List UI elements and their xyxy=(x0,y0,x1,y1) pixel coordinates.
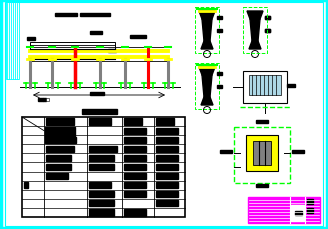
Bar xyxy=(27,38,35,41)
Bar xyxy=(89,191,114,197)
Bar xyxy=(130,36,146,39)
Bar xyxy=(90,32,102,35)
Bar xyxy=(265,17,270,20)
Bar xyxy=(89,210,114,215)
Bar xyxy=(156,128,178,134)
Bar xyxy=(89,164,114,170)
Bar xyxy=(124,155,146,161)
Bar xyxy=(256,184,268,187)
Bar xyxy=(217,30,222,33)
Bar xyxy=(156,146,178,152)
Bar xyxy=(156,182,178,188)
Polygon shape xyxy=(250,20,260,42)
Bar xyxy=(253,141,271,165)
Bar xyxy=(22,117,185,217)
Bar xyxy=(46,164,71,170)
Bar xyxy=(108,50,116,53)
Bar xyxy=(291,205,304,221)
Bar xyxy=(307,208,313,213)
Polygon shape xyxy=(201,98,213,106)
Bar xyxy=(80,14,110,17)
Bar xyxy=(124,128,146,134)
Bar xyxy=(156,118,174,125)
Bar xyxy=(46,98,49,101)
Bar xyxy=(243,72,287,104)
Bar xyxy=(265,30,270,33)
Bar xyxy=(156,173,178,179)
Bar xyxy=(217,73,222,76)
Bar xyxy=(156,155,178,161)
Bar xyxy=(292,150,304,153)
Bar xyxy=(287,85,295,88)
Bar xyxy=(124,137,146,143)
Polygon shape xyxy=(199,68,215,76)
Bar xyxy=(217,86,222,89)
Bar xyxy=(234,128,290,183)
Polygon shape xyxy=(247,12,263,20)
Bar xyxy=(307,199,313,204)
Bar xyxy=(124,191,146,197)
Bar xyxy=(124,164,146,170)
Polygon shape xyxy=(249,42,261,50)
Bar xyxy=(246,135,278,171)
Bar xyxy=(89,200,114,207)
Bar xyxy=(6,3,19,80)
Bar xyxy=(89,155,114,161)
Bar xyxy=(89,182,111,188)
Bar xyxy=(124,118,142,125)
Bar xyxy=(195,64,219,109)
Polygon shape xyxy=(202,76,212,98)
Bar xyxy=(295,211,302,215)
Bar xyxy=(124,210,146,215)
Bar xyxy=(124,173,146,179)
Bar xyxy=(90,93,104,95)
Bar xyxy=(265,30,270,33)
Bar xyxy=(55,14,77,17)
Bar xyxy=(45,127,75,143)
Bar xyxy=(124,182,146,188)
Bar xyxy=(156,191,178,197)
Bar xyxy=(46,137,76,143)
Bar xyxy=(30,43,115,50)
Bar xyxy=(24,182,28,188)
Bar xyxy=(248,197,320,223)
Bar xyxy=(265,17,270,20)
Bar xyxy=(89,146,117,152)
Bar xyxy=(156,200,178,207)
Bar xyxy=(156,137,178,143)
Bar xyxy=(124,146,146,152)
Bar xyxy=(46,128,71,134)
Bar xyxy=(38,98,43,101)
Bar xyxy=(46,118,74,125)
Bar xyxy=(220,150,232,153)
Bar xyxy=(46,146,74,152)
Polygon shape xyxy=(202,20,212,42)
Bar xyxy=(43,98,46,101)
Bar xyxy=(243,8,267,54)
Bar xyxy=(256,120,268,123)
Polygon shape xyxy=(201,42,213,50)
Bar xyxy=(217,17,222,20)
Polygon shape xyxy=(199,12,215,20)
Bar xyxy=(156,164,178,170)
Bar xyxy=(46,173,68,179)
Bar xyxy=(195,8,219,54)
Bar xyxy=(249,76,281,95)
Bar xyxy=(46,155,71,161)
Bar xyxy=(89,118,111,125)
Bar xyxy=(82,109,117,114)
